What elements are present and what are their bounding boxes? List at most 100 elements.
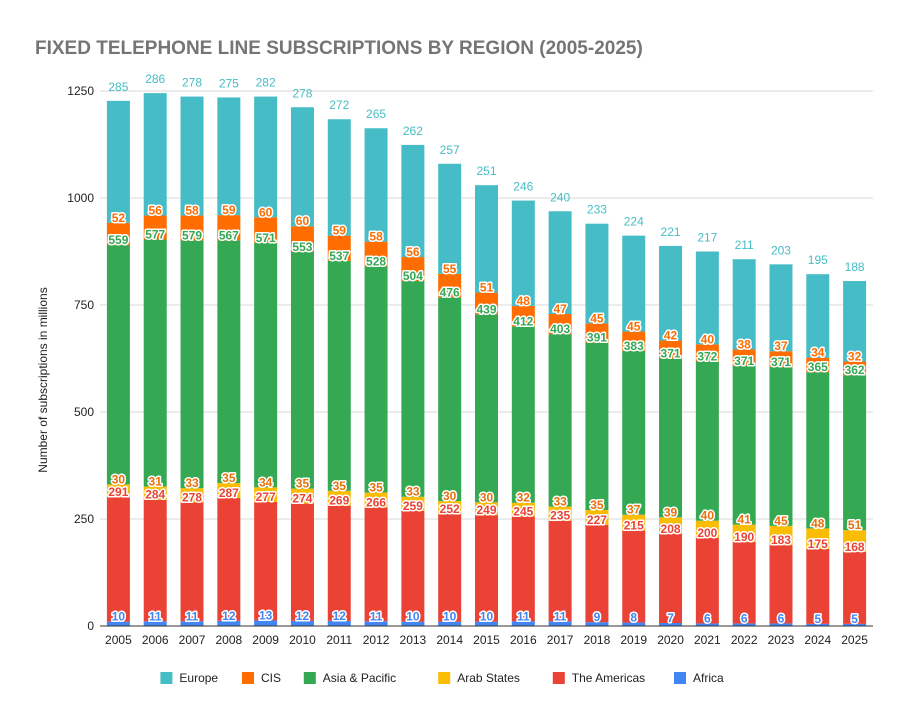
- data-label: 13: [259, 608, 273, 622]
- legend-label: Africa: [693, 671, 724, 685]
- legend-swatch: [552, 672, 565, 684]
- bar-segment: [254, 620, 278, 626]
- bar-segment: [290, 107, 314, 227]
- x-tick-label: 2017: [547, 633, 574, 647]
- data-label: 34: [811, 346, 825, 360]
- bar-segment: [695, 361, 719, 521]
- data-label: 224: [624, 215, 644, 229]
- y-tick-label: 0: [87, 619, 94, 633]
- bar-segment: [438, 513, 462, 622]
- bar-segment: [106, 621, 130, 626]
- bar-segment: [438, 501, 462, 514]
- bar-segment: [327, 490, 351, 506]
- data-label: 33: [553, 495, 567, 509]
- bar-segment: [511, 621, 535, 626]
- data-label: 9: [594, 610, 601, 624]
- data-label: 286: [145, 72, 165, 86]
- bar-segment: [695, 344, 719, 362]
- data-label: 200: [697, 526, 717, 540]
- bar-segment: [217, 498, 241, 621]
- data-label: 48: [517, 294, 531, 308]
- data-label: 272: [329, 98, 349, 112]
- bar-segment: [548, 520, 572, 622]
- data-label: 391: [587, 331, 607, 345]
- bar-segment: [106, 245, 130, 485]
- bar-segment: [659, 533, 683, 624]
- bar-segment: [732, 623, 756, 626]
- bar-segment: [695, 623, 719, 626]
- bar-segment: [843, 623, 867, 626]
- bar-segment: [327, 620, 351, 626]
- legend-swatch: [303, 672, 316, 684]
- bar-segment: [217, 97, 241, 216]
- data-label: 274: [292, 492, 312, 506]
- bar-segment: [254, 487, 278, 502]
- legend-label: Asia & Pacific: [323, 671, 396, 685]
- bar-segment: [806, 274, 830, 358]
- bar-segment: [254, 242, 278, 488]
- bar-segment: [327, 505, 351, 621]
- x-tick-label: 2023: [768, 633, 795, 647]
- data-label: 60: [259, 205, 273, 219]
- x-tick-label: 2007: [179, 633, 206, 647]
- bar-segment: [364, 492, 388, 508]
- data-label: 285: [108, 80, 128, 94]
- data-label: 11: [186, 609, 199, 623]
- data-label: 6: [741, 611, 748, 625]
- legend-item: Africa: [674, 671, 724, 685]
- data-label: 35: [296, 477, 310, 491]
- bar-segment: [217, 620, 241, 626]
- data-label: 51: [480, 281, 494, 295]
- data-label: 287: [219, 486, 239, 500]
- data-label: 35: [590, 498, 604, 512]
- data-label: 259: [403, 499, 423, 513]
- data-label: 59: [333, 224, 347, 238]
- bar-segment: [438, 297, 462, 502]
- data-label: 252: [440, 502, 460, 516]
- bar-segment: [401, 257, 425, 282]
- bar-segment: [769, 351, 793, 368]
- bar-segment: [180, 488, 204, 503]
- bar-segment: [180, 96, 204, 216]
- bar-segment: [659, 245, 683, 341]
- bar-segment: [511, 326, 535, 503]
- data-label: 577: [145, 228, 165, 242]
- data-label: 6: [704, 611, 711, 625]
- data-label: 35: [369, 480, 383, 494]
- bar-segment: [548, 334, 572, 507]
- bar-segment: [143, 499, 167, 622]
- bar-segment: [401, 281, 425, 497]
- bar-segment: [843, 281, 867, 362]
- data-label: 10: [406, 610, 420, 624]
- data-label: 37: [774, 339, 788, 353]
- bar-segment: [769, 264, 793, 352]
- x-tick-label: 2014: [436, 633, 463, 647]
- bar-segment: [585, 622, 609, 626]
- bar-segment: [511, 516, 535, 622]
- x-tick-label: 2010: [289, 633, 316, 647]
- bar-segment: [548, 506, 572, 521]
- bar-segment: [659, 517, 683, 534]
- data-label: 269: [329, 494, 349, 508]
- bar-segment: [364, 621, 388, 626]
- data-label: 11: [517, 609, 530, 623]
- bar-segment: [843, 551, 867, 624]
- data-label: 257: [440, 143, 460, 157]
- bar-segment: [548, 211, 572, 314]
- bar-segment: [290, 503, 314, 621]
- data-label: 11: [554, 609, 567, 623]
- chart-title: FIXED TELEPHONE LINE SUBSCRIPTIONS BY RE…: [35, 38, 643, 59]
- data-label: 553: [292, 240, 312, 254]
- bar-segment: [401, 510, 425, 622]
- data-label: 6: [778, 611, 785, 625]
- data-label: 235: [550, 509, 570, 523]
- bar-segment: [769, 623, 793, 626]
- data-label: 31: [149, 474, 163, 488]
- legend-item: The Americas: [552, 671, 645, 685]
- data-label: 42: [664, 329, 678, 343]
- x-tick-label: 2015: [473, 633, 500, 647]
- bar-segment: [475, 621, 498, 626]
- data-label: 38: [737, 338, 751, 352]
- data-label: 10: [112, 610, 126, 624]
